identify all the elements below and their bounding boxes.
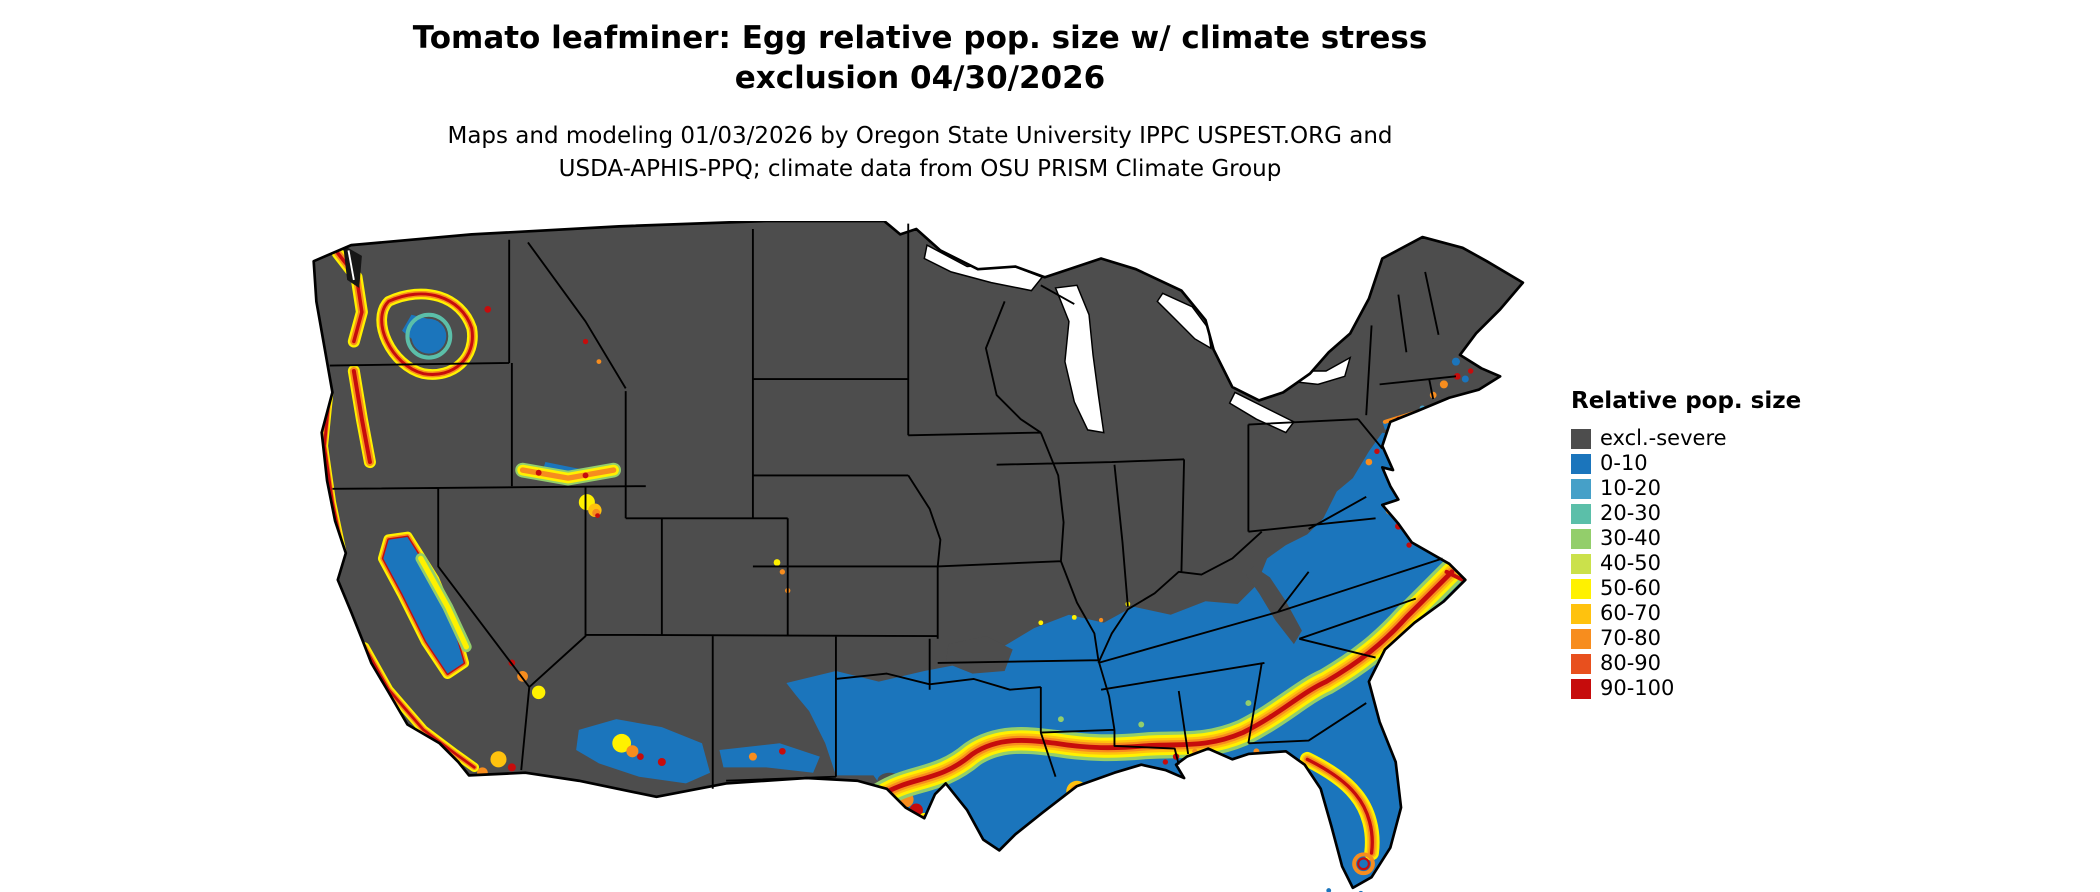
legend-item: 10-20 [1571,476,1991,501]
legend-item: 60-70 [1571,601,1991,626]
us-map [311,221,1547,892]
legend-item: 0-10 [1571,451,1991,476]
legend-item: 70-80 [1571,626,1991,651]
legend-swatch [1571,678,1591,699]
legend-label: 0-10 [1600,451,1648,475]
legend-title: Relative pop. size [1571,388,1802,414]
legend-swatch [1571,503,1591,524]
legend-label: excl.-severe [1600,426,1727,450]
southern-hotspot-band [865,558,1466,811]
legend-swatch [1571,578,1591,599]
legend-label: 10-20 [1600,476,1662,500]
us-map-svg [312,221,1525,892]
map-subtitle-line2: USDA-APHIS-PPQ; climate data from OSU PR… [558,156,1282,182]
subtitle-block: Maps and modeling 01/03/2026 by Oregon S… [0,120,1840,186]
us-outline [312,221,1525,890]
puget-sound [343,245,362,288]
legend-label: 90-100 [1600,676,1675,700]
legend-items: excl.-severe 0-10 10-20 20-30 30-40 40-50 50-6… [1571,426,1991,701]
legend-swatch [1571,628,1591,649]
florida-keys [1326,888,1363,892]
legend-label: 20-30 [1600,501,1662,525]
legend-label: 40-50 [1600,551,1662,575]
legend-label: 70-80 [1600,626,1662,650]
legend-swatch [1571,653,1591,674]
title-block: Tomato leafminer: Egg relative pop. size… [0,18,1840,98]
state-borders [329,223,1457,789]
legend-item: 40-50 [1571,551,1991,576]
legend-swatch [1571,603,1591,624]
florida-band [1299,751,1380,876]
legend-swatch [1571,428,1591,449]
legend-label: 50-60 [1600,576,1662,600]
legend-swatch [1571,478,1591,499]
legend-swatch [1571,453,1591,474]
legend-swatch [1571,528,1591,549]
map-title-line1: Tomato leafminer: Egg relative pop. size… [412,20,1428,56]
legend-label: 60-70 [1600,601,1662,625]
legend-item: 30-40 [1571,526,1991,551]
legend-item: 90-100 [1571,676,1991,701]
legend-label: 30-40 [1600,526,1662,550]
lake-michigan [1054,284,1105,434]
legend-item: 50-60 [1571,576,1991,601]
legend-item: 80-90 [1571,651,1991,676]
map-subtitle-line1: Maps and modeling 01/03/2026 by Oregon S… [447,123,1393,149]
legend: Relative pop. size excl.-severe 0-10 10-20… [1571,388,1991,701]
legend-swatch [1571,553,1591,574]
legend-label: 80-90 [1600,651,1662,675]
map-title-line2: exclusion 04/30/2026 [734,60,1106,96]
california-valley [377,531,472,679]
legend-item: 20-30 [1571,501,1991,526]
lake-huron [1156,292,1212,350]
legend-item: excl.-severe [1571,426,1991,451]
